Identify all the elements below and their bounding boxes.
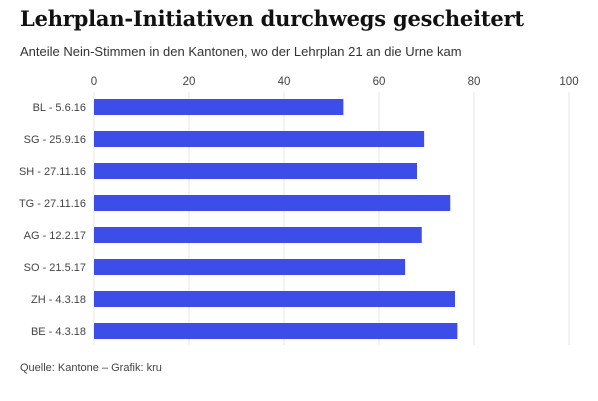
bar	[94, 227, 422, 243]
chart-subtitle: Anteile Nein-Stimmen in den Kantonen, wo…	[20, 44, 462, 59]
category-label: BL - 5.6.16	[33, 102, 86, 114]
x-tick-label: 60	[373, 76, 386, 88]
category-label: TG - 27.11.16	[19, 198, 86, 210]
bar	[94, 99, 344, 115]
bar	[94, 259, 406, 275]
bars	[94, 99, 458, 339]
bar	[94, 163, 417, 179]
category-label: SH - 27.11.16	[19, 166, 86, 178]
grid-lines	[93, 92, 570, 345]
chart-title: Lehrplan-Initiativen durchwegs gescheite…	[20, 6, 524, 31]
category-label: SG - 25.9.16	[24, 134, 86, 146]
bar	[94, 323, 458, 339]
category-labels: BL - 5.6.16 SG - 25.9.16 SH - 27.11.16 TG -…	[19, 102, 86, 338]
source-note: Quelle: Kantone – Grafik: kru	[20, 362, 162, 374]
x-tick-label: 0	[91, 76, 97, 88]
x-tick-label: 100	[559, 76, 578, 88]
bar	[94, 195, 451, 211]
x-tick-label: 80	[468, 76, 481, 88]
category-label: SO - 21.5.17	[24, 262, 86, 274]
x-tick-label: 20	[183, 76, 196, 88]
bar	[94, 131, 425, 147]
category-label: ZH - 4.3.18	[31, 294, 86, 306]
bar	[94, 291, 455, 307]
x-axis-ticks: 0 20 40 60 80 100	[91, 76, 579, 88]
category-label: AG - 12.2.17	[24, 230, 86, 242]
x-tick-label: 40	[278, 76, 291, 88]
category-label: BE - 4.3.18	[31, 326, 86, 338]
